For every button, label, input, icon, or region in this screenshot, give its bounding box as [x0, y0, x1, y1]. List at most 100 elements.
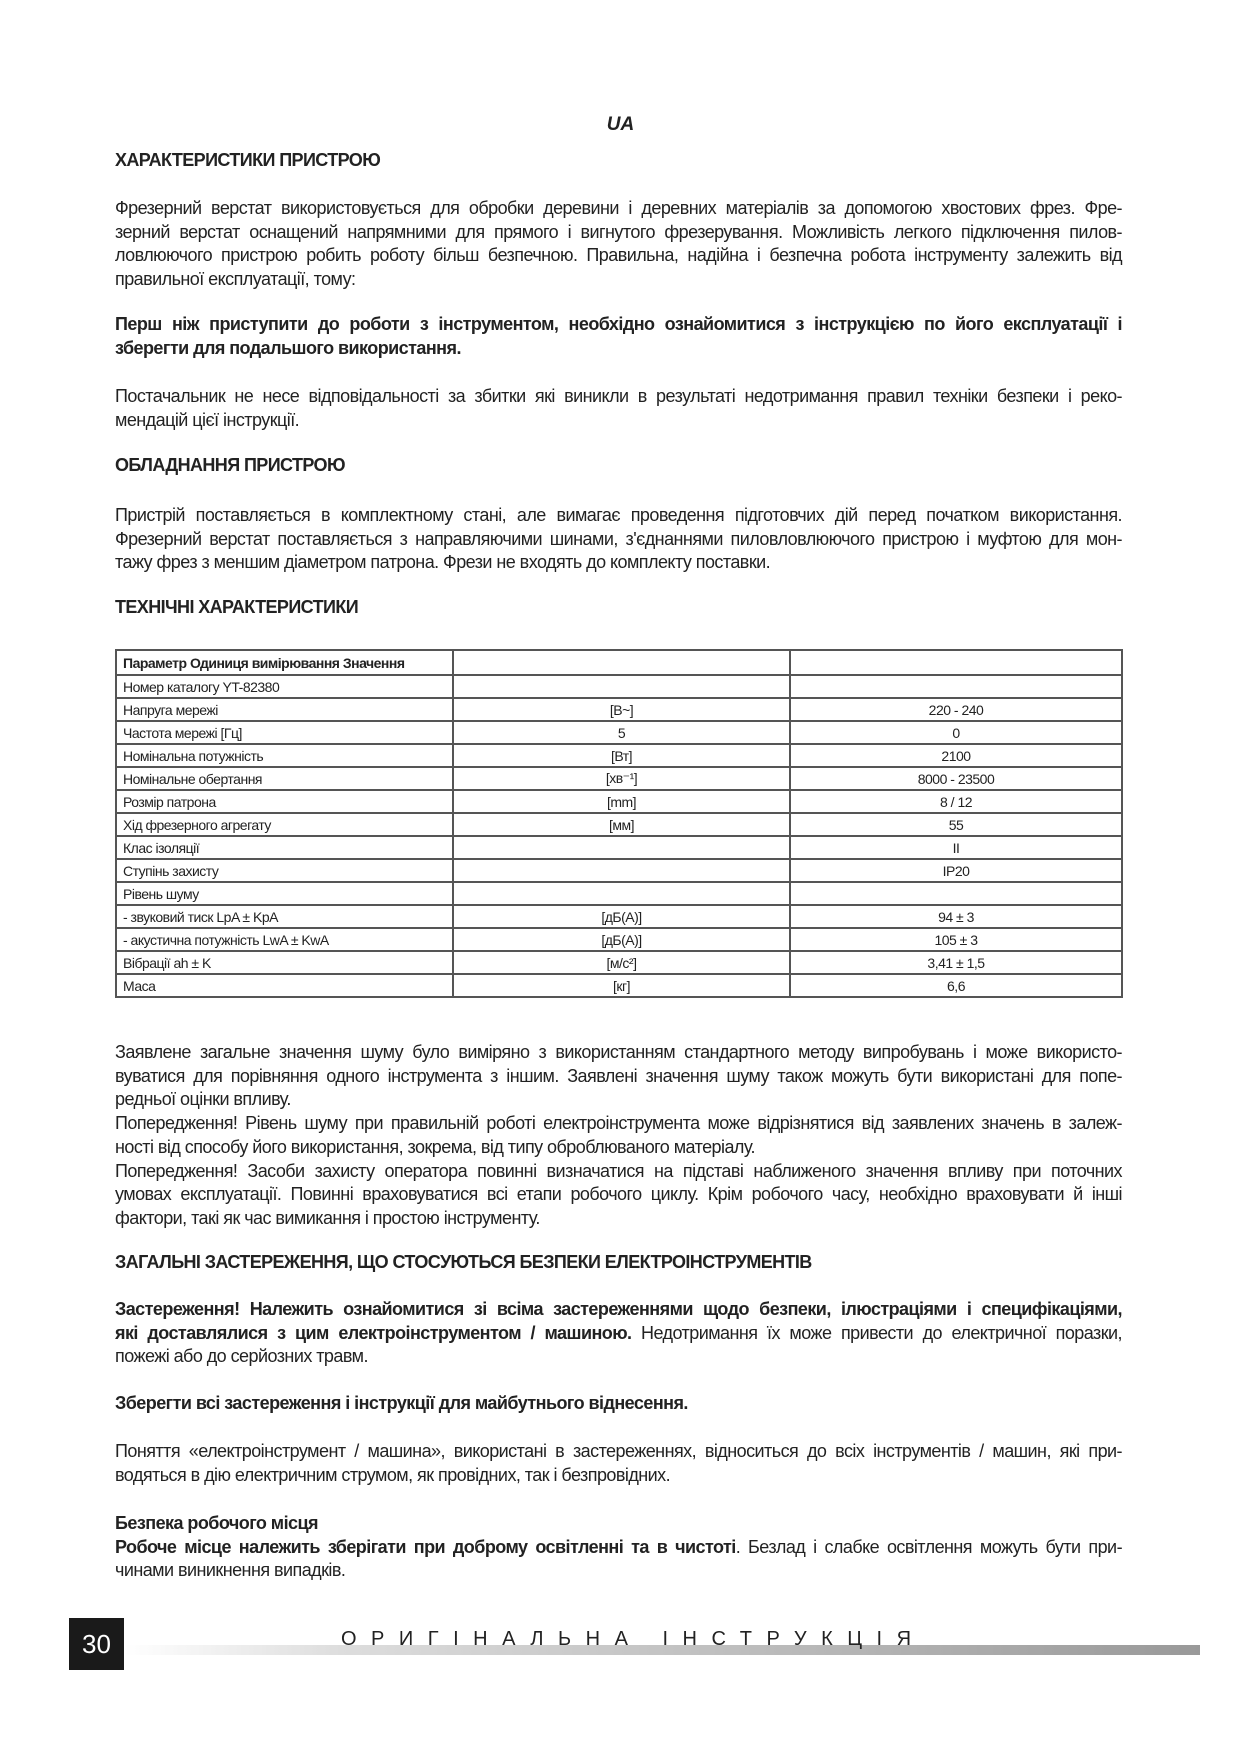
table-cell: 3,41 ± 1,5 — [789, 950, 1123, 975]
paragraph-safety-warning: Застереження! Належить ознайомитися зі в… — [115, 1298, 1123, 1369]
text-line: редньої оцінки впливу. — [115, 1089, 291, 1110]
table-row: Частота мережі [Гц] 5 0 — [115, 720, 1123, 745]
table-cell: [хв⁻¹] — [452, 766, 791, 791]
table-cell: Номінальне обертання — [115, 766, 454, 791]
table-header-cell — [789, 649, 1123, 676]
text-line: Поняття «електроінструмент / машина», ви… — [115, 1441, 1123, 1461]
table-row: Ступінь захисту IP20 — [115, 858, 1123, 883]
text-line: Заявлене загальне значення шуму було вим… — [115, 1042, 1123, 1062]
text-line: пожежі або до серйозних травм. — [115, 1346, 368, 1367]
table-cell: Ступінь захисту — [115, 858, 454, 883]
table-cell: [м/с²] — [452, 950, 791, 975]
table-cell: 105 ± 3 — [789, 927, 1123, 952]
text-line: Фрезерний верстат поставляється з направ… — [115, 528, 1123, 549]
text-line: зберегти для подальшого використання. — [115, 337, 461, 358]
table-row: Клас ізоляції II — [115, 835, 1123, 860]
table-cell: Номер каталогу YT-82380 — [115, 674, 454, 699]
heading-general-safety: ЗАГАЛЬНІ ЗАСТЕРЕЖЕННЯ, ЩО СТОСУЮТЬСЯ БЕЗ… — [115, 1252, 812, 1272]
text-line: Перш ніж приступити до роботи з інструме… — [115, 314, 1123, 334]
text-line: чинами виникнення випадків. — [115, 1560, 346, 1581]
table-cell: II — [789, 835, 1123, 860]
text: . Безлад і слабке освітлення можуть бути… — [735, 1536, 1123, 1557]
table-cell: 94 ± 3 — [789, 904, 1123, 929]
text-line: умовах експлуатації. Повинні враховувати… — [115, 1184, 1123, 1205]
spec-table: Параметр Одиниця вимірювання Значення Но… — [115, 649, 1123, 998]
footer-gradient-bar — [125, 1645, 1200, 1655]
language-label: UA — [606, 114, 635, 135]
footer-title: ОРИГІНАЛЬНА ІНСТРУКЦІЯ — [341, 1628, 926, 1650]
table-row: Номінальна потужність [Вт] 2100 — [115, 743, 1123, 768]
table-cell: 0 — [789, 720, 1123, 745]
paragraph-workplace-safety: Безпека робочого місця Робоче місце нале… — [115, 1512, 1123, 1583]
table-cell: Напруга мережі — [115, 697, 454, 722]
text-line: водяться в дію електричним струмом, як п… — [115, 1464, 671, 1485]
paragraph-intro: Фрезерний верстат використовується для о… — [115, 197, 1123, 292]
paragraph-warning-read-manual: Перш ніж приступити до роботи з інструме… — [115, 313, 1123, 360]
text-line: ловлюючого пристрою робить роботу більш … — [115, 245, 1123, 266]
table-cell — [452, 674, 791, 699]
paragraph-noise-notes: Заявлене загальне значення шуму було вим… — [115, 1041, 1123, 1231]
text-line: Застереження! Належить ознайомитися зі в… — [115, 1299, 1123, 1319]
table-cell: 5 — [452, 720, 791, 745]
subheading-workplace-safety: Безпека робочого місця — [115, 1513, 319, 1533]
text-line: Попередження! Рівень шуму при правильній… — [115, 1113, 1123, 1134]
table-cell: Частота мережі [Гц] — [115, 720, 454, 745]
paragraph-equipment: Пристрій поставляється в комплектному ст… — [115, 504, 1123, 575]
heading-technical-specs: ТЕХНІЧНІ ХАРАКТЕРИСТИКИ — [115, 597, 359, 617]
paragraph-power-tool-definition: Поняття «електроінструмент / машина», ви… — [115, 1440, 1123, 1487]
text-line: Постачальник не несе відповідальності за… — [115, 386, 1123, 406]
table-cell: IP20 — [789, 858, 1123, 883]
table-cell: Номінальна потужність — [115, 743, 454, 768]
table-cell: 55 — [789, 812, 1123, 837]
table-cell: 2100 — [789, 743, 1123, 768]
table-cell — [452, 881, 791, 906]
table-cell: Рівень шуму — [115, 881, 454, 906]
table-row: Маса [кг] 6,6 — [115, 973, 1123, 998]
table-row: Вібрації ah ± K [м/с²] 3,41 ± 1,5 — [115, 950, 1123, 975]
text-line: Попередження! Засоби захисту оператора п… — [115, 1160, 1123, 1181]
table-cell — [789, 674, 1123, 699]
paragraph-supplier-liability: Постачальник не несе відповідальності за… — [115, 385, 1123, 432]
table-row: Розмір патрона [mm] 8 / 12 — [115, 789, 1123, 814]
table-cell: - акустична потужність LwA ± KwA — [115, 927, 454, 952]
table-cell: Вібрації ah ± K — [115, 950, 454, 975]
table-cell: 8000 - 23500 — [789, 766, 1123, 791]
heading-device-characteristics: ХАРАКТЕРИСТИКИ ПРИСТРОЮ — [115, 150, 381, 170]
table-row: Напруга мережі [В~] 220 - 240 — [115, 697, 1123, 722]
table-row: Рівень шуму — [115, 881, 1123, 906]
table-cell: Маса — [115, 973, 454, 998]
table-cell: 6,6 — [789, 973, 1123, 998]
table-row: - акустична потужність LwA ± KwA [дБ(А)] 1… — [115, 927, 1123, 952]
table-header-cell — [452, 649, 791, 676]
table-cell: [мм] — [452, 812, 791, 837]
text-line: Фрезерний верстат використовується для о… — [115, 198, 1123, 218]
text-line: зерний верстат оснащений напрямними для … — [115, 221, 1123, 242]
text-line: вуватися для порівняння одного інструмен… — [115, 1065, 1123, 1086]
table-cell: [В~] — [452, 697, 791, 722]
text-bold: які доставлялися з цим електроінструмент… — [115, 1322, 632, 1343]
text-bold: Робоче місце належить зберігати при добр… — [115, 1536, 736, 1557]
table-cell: Розмір патрона — [115, 789, 454, 814]
table-cell — [452, 835, 791, 860]
text-line: правильної експлуатації, тому: — [115, 269, 356, 290]
table-header-cell: Параметр Одиниця вимірювання Значення — [115, 649, 454, 676]
table-cell: [mm] — [452, 789, 791, 814]
table-row: - звуковий тиск LpA ± KpA [дБ(А)] 94 ± 3 — [115, 904, 1123, 929]
table-cell: 220 - 240 — [789, 697, 1123, 722]
table-cell: 8 / 12 — [789, 789, 1123, 814]
text-line: ності від способу його використання, зок… — [115, 1136, 756, 1157]
paragraph-keep-instructions: Зберегти всі застереження і інструкції д… — [115, 1392, 1122, 1416]
text-line: мендацій цієї інструкції. — [115, 409, 300, 430]
table-cell — [452, 858, 791, 883]
table-cell: [кг] — [452, 973, 791, 998]
table-cell: [Вт] — [452, 743, 791, 768]
table-row: Хід фрезерного агрегату [мм] 55 — [115, 812, 1123, 837]
table-cell: [дБ(А)] — [452, 904, 791, 929]
table-cell: - звуковий тиск LpA ± KpA — [115, 904, 454, 929]
text-line: Зберегти всі застереження і інструкції д… — [115, 1393, 688, 1413]
heading-equipment: ОБЛАДНАННЯ ПРИСТРОЮ — [115, 455, 346, 475]
text: Недотримання їх може привести до електри… — [631, 1322, 1123, 1343]
table-cell — [789, 881, 1123, 906]
page-number: 30 — [69, 1618, 124, 1670]
text-line: Пристрій поставляється в комплектному ст… — [115, 505, 1123, 525]
